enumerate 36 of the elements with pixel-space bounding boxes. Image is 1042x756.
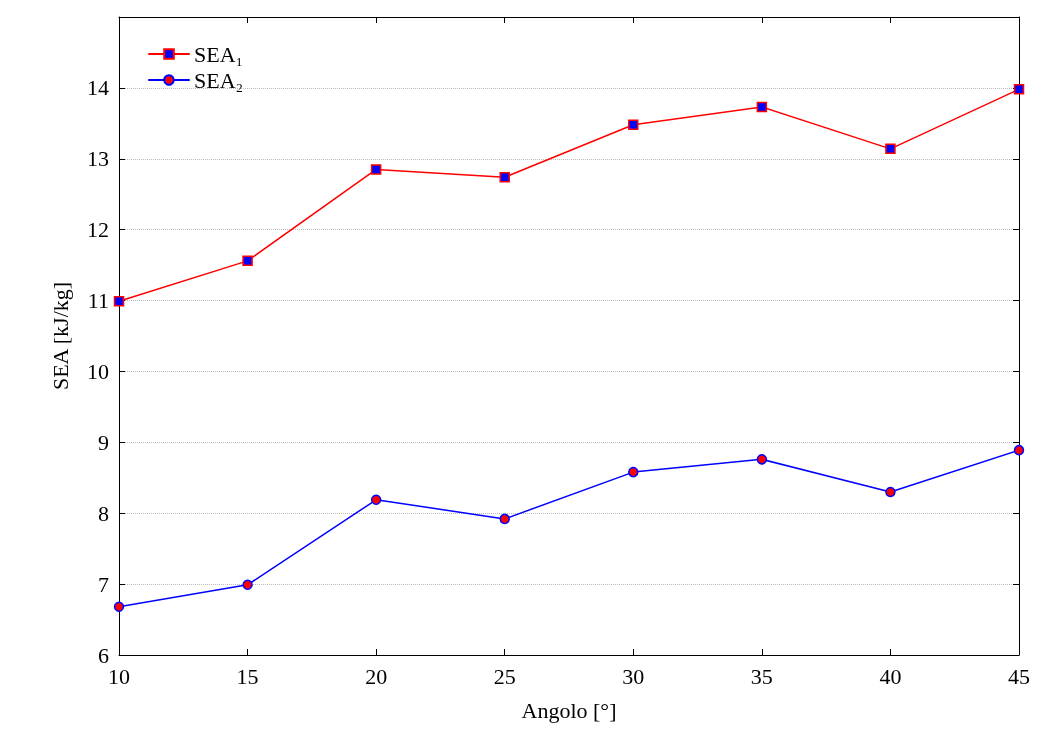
point — [370, 494, 382, 505]
point — [885, 486, 896, 498]
point — [113, 296, 125, 307]
point — [370, 164, 382, 175]
y-tick-label: 6 — [98, 642, 109, 668]
point — [242, 579, 253, 591]
x-axis-title: Angolo [°] — [521, 697, 617, 723]
point — [1013, 444, 1025, 456]
x-tick-label: 20 — [365, 663, 388, 689]
point — [756, 454, 768, 465]
y-tick-label: 11 — [87, 288, 109, 314]
legend-label: SEA₁ — [194, 41, 244, 67]
point — [628, 119, 639, 130]
x-tick-label: 15 — [236, 663, 259, 689]
point — [1013, 84, 1025, 95]
point — [628, 466, 639, 478]
y-axis-title: SEA [kJ/kg] — [47, 281, 73, 391]
point — [885, 143, 896, 155]
point — [756, 101, 768, 113]
x-tick-label: 30 — [622, 663, 645, 689]
x-tick-label: 45 — [1008, 663, 1030, 689]
y-tick-label: 12 — [87, 217, 109, 243]
x-tick-label: 35 — [750, 663, 773, 689]
y-tick-label: 7 — [98, 571, 109, 597]
point — [242, 255, 253, 267]
point — [499, 171, 510, 183]
y-tick-label: 13 — [87, 146, 109, 172]
y-tick-label: 10 — [87, 358, 109, 384]
x-tick-label: 25 — [493, 663, 516, 689]
y-tick-label: 9 — [98, 429, 109, 455]
y-tick-label: 8 — [98, 500, 109, 526]
point — [113, 601, 125, 613]
x-tick-label: 40 — [879, 663, 902, 689]
point — [499, 513, 510, 525]
legend-label: SEA₂ — [194, 67, 244, 93]
y-tick-label: 14 — [87, 75, 109, 101]
